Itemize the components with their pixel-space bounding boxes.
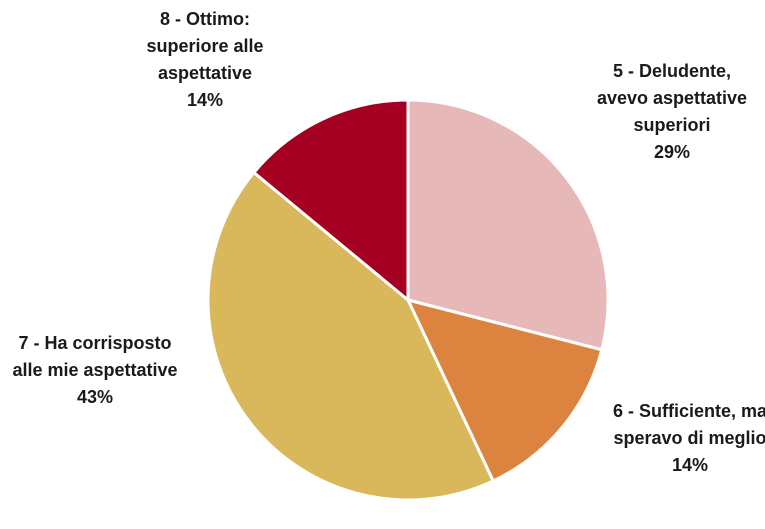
category-label: 8 - Ottimo: superiore alle aspettative [146, 9, 264, 83]
slice-label: 7 - Ha corrisposto alle mie aspettative 4… [5, 330, 185, 411]
slice-label: 5 - Deludente, avevo aspettative superio… [587, 58, 757, 166]
pie-slice [251, 98, 410, 304]
slice-label: 8 - Ottimo: superiore alle aspettative 14… [118, 6, 293, 114]
slice-label: 6 - Sufficiente, ma speravo di meglio 14% [605, 398, 765, 479]
category-label: 5 - Deludente, avevo aspettative superio… [596, 61, 748, 135]
value-label: 43% [76, 387, 114, 407]
pie-slice [405, 297, 604, 483]
category-label: 6 - Sufficiente, ma speravo di meglio [612, 401, 765, 448]
pie-slice [406, 98, 610, 352]
value-label: 14% [671, 455, 709, 475]
category-label: 7 - Ha corrisposto alle mie aspettative [12, 333, 178, 380]
pie-slice [206, 170, 496, 502]
value-label: 29% [653, 142, 691, 162]
value-label: 14% [186, 90, 224, 110]
